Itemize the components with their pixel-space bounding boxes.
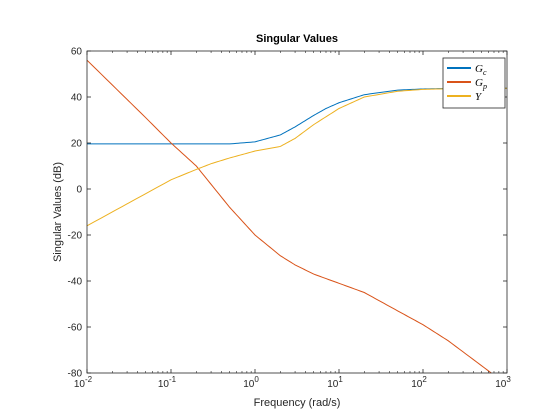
series-line-gc [87, 87, 508, 145]
x-tick-label: 100 [243, 375, 259, 390]
series-line-gp [86, 59, 492, 374]
y-tick-label: -60 [68, 323, 83, 334]
y-tick-label: -40 [68, 277, 83, 288]
x-tick-label: 10-2 [74, 375, 93, 390]
legend-entry: Gc [475, 63, 487, 77]
chart-title: Singular Values [256, 33, 338, 45]
y-tick-label: 40 [71, 93, 83, 104]
x-tick-label: 102 [411, 375, 427, 390]
y-tick-label: 0 [76, 185, 82, 196]
x-axis-label: Frequency (rad/s) [254, 397, 341, 409]
plot-frame [86, 50, 508, 374]
series-line-y [86, 87, 508, 227]
y-tick-label: 60 [71, 47, 83, 58]
y-axis-label: Singular Values (dB) [52, 162, 64, 262]
legend-entry: Gp [475, 77, 487, 91]
y-tick-label: -80 [68, 369, 83, 380]
y-tick-label: 20 [71, 139, 83, 150]
x-tick-label: 103 [495, 375, 511, 390]
y-tick-label: -20 [68, 231, 83, 242]
plot-area [87, 51, 507, 373]
ticks-layer [86, 50, 508, 374]
tick-labels-layer: -80 -60 -40 -20 0 20 40 60 10-2 10-1 100 101 102 103 [68, 47, 512, 391]
x-tick-label: 10-1 [158, 375, 177, 390]
series-layer [86, 59, 508, 374]
x-tick-label: 101 [327, 375, 343, 390]
legend-entry: Y [475, 91, 483, 103]
